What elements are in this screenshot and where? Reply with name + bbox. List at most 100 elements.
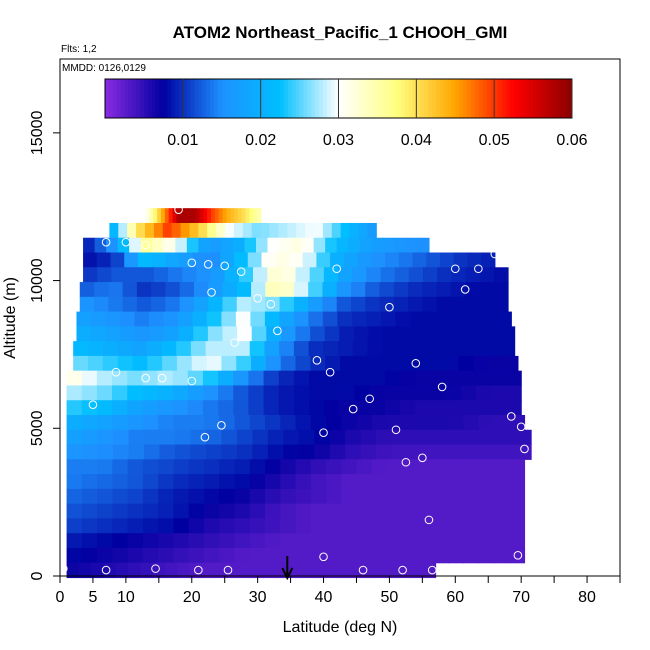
field-cell [349,562,363,579]
field-cell [127,222,137,239]
field-cell [111,267,127,283]
field-cell [438,311,454,327]
field-cell [210,267,226,283]
field-cell [366,267,382,283]
field-cell [207,208,212,224]
field-cell [360,444,377,460]
field-cell [384,355,400,372]
field-cell [219,474,236,490]
field-cell [448,474,465,490]
field-cell [368,326,384,342]
field-cell [324,326,340,342]
field-cell [142,533,159,549]
field-cell [485,341,501,357]
field-cell [221,429,238,446]
colorbar-swatch [447,79,452,118]
field-cell [83,252,98,268]
field-cell [210,208,216,224]
field-cell [398,252,414,268]
field-cell [76,311,92,327]
field-cell [281,267,297,283]
colorbar-swatch [540,79,546,118]
colorbar-swatch [408,79,413,118]
field-cell [66,547,83,564]
field-cell [233,385,250,401]
field-cell [453,252,468,268]
field-cell [112,400,128,416]
field-cell [79,296,95,313]
observation-point [253,293,262,303]
colorbar-swatch [400,79,406,118]
observation-point [161,240,170,250]
field-cell [81,488,98,505]
field-cell [97,459,113,475]
field-cell [173,503,190,519]
field-cell [422,296,438,313]
field-cell [451,267,467,283]
observation-points [58,205,529,575]
field-cell [387,547,403,564]
colorbar-swatch [420,79,425,118]
field-cell [132,341,148,357]
field-row [66,533,526,549]
field-cell [279,311,295,327]
field-cell [509,474,526,490]
field-cell [113,429,130,446]
field-cell [496,311,512,327]
field-cell [66,562,80,579]
field-cell [336,296,352,313]
field-cell [153,222,164,239]
field-cell [506,400,522,416]
field-cell [142,370,159,387]
field-cell [186,237,199,254]
field-cell [326,459,342,475]
field-cell [176,341,192,357]
field-cell [188,533,205,549]
field-row [76,311,512,327]
x-axis-label: Latitude (deg N) [283,619,398,636]
field-cell [202,400,219,416]
field-cell [190,341,207,357]
field-cell [345,444,362,460]
observation-point [398,565,407,575]
colorbar-swatch [241,79,246,118]
field-cell [81,385,98,401]
field-cell [234,518,251,534]
field-cell [356,547,373,564]
field-cell [188,459,205,475]
field-cell [387,488,403,505]
colorbar-swatch [151,79,157,118]
field-cell [484,429,501,446]
field-row [66,518,526,534]
field-cell [78,562,92,579]
field-cell [430,400,447,416]
field-cell [144,444,161,460]
field-cell [81,459,98,475]
observation-point [312,356,322,365]
field-cell [265,488,281,505]
field-cell [417,237,430,254]
x-tick-label: 10 [117,589,135,606]
field-cell [295,518,312,534]
field-cell [341,488,358,505]
field-cell [158,414,175,431]
field-cell [263,400,280,416]
field-cell [391,444,408,460]
field-cell [128,562,141,579]
colorbar-swatch [272,79,277,118]
field-cell [341,547,358,564]
field-cell [408,282,423,298]
field-cell [97,474,113,490]
field-cell [506,370,522,387]
field-cell [176,208,181,224]
field-cell [115,562,129,579]
field-cell [339,400,356,416]
field-cell [140,562,154,579]
field-cell [179,252,194,268]
field-cell [112,488,129,505]
field-cell [478,547,495,564]
field-cell [424,311,440,327]
field-cell [448,488,465,505]
field-cell [188,414,205,431]
field-cell [350,296,366,313]
